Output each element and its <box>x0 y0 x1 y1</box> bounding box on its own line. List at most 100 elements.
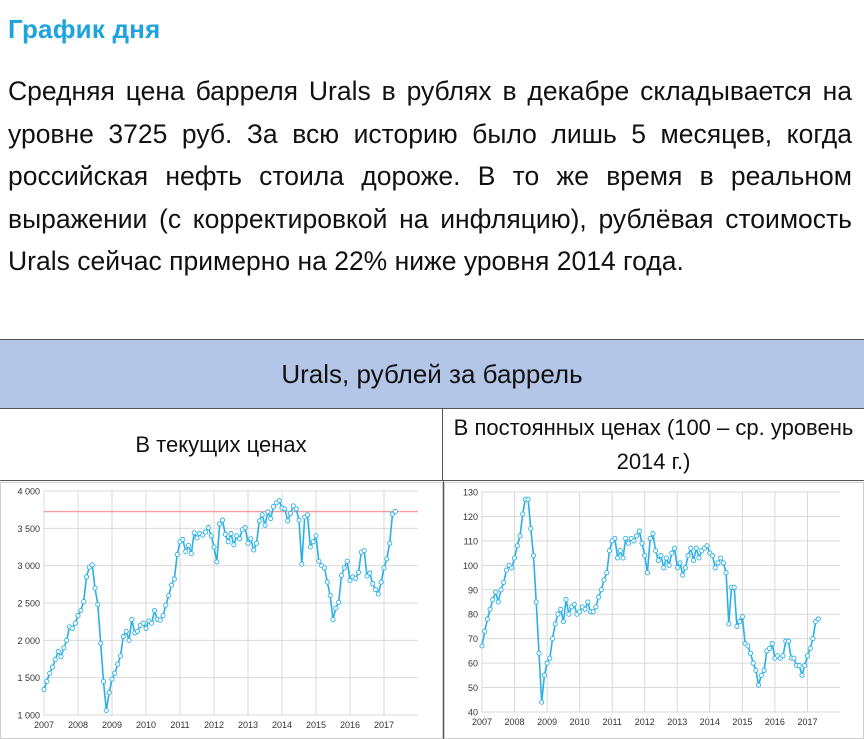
data-point <box>387 540 393 546</box>
data-point <box>495 599 501 605</box>
data-point <box>55 648 61 655</box>
x-tick-label: 2011 <box>603 717 622 727</box>
x-tick-label: 2013 <box>238 720 258 730</box>
data-point <box>780 653 786 659</box>
x-tick-label: 2008 <box>505 717 525 727</box>
x-tick-label: 2014 <box>272 720 292 730</box>
data-point <box>501 579 507 585</box>
x-tick-label: 2013 <box>667 717 687 727</box>
data-point <box>514 543 520 549</box>
data-point <box>723 570 729 576</box>
column-header-constant: В постоянных ценах (100 – ср. уровень 20… <box>443 409 864 481</box>
column-divider <box>443 481 444 739</box>
data-point <box>338 572 345 578</box>
data-point <box>143 625 149 631</box>
data-point <box>658 553 664 559</box>
data-point <box>149 620 155 626</box>
data-point <box>324 579 330 585</box>
data-point <box>168 582 175 588</box>
data-point <box>669 550 675 556</box>
x-tick-label: 2017 <box>374 720 394 730</box>
data-point <box>236 536 243 542</box>
data-point <box>344 558 350 564</box>
data-point <box>511 555 518 561</box>
data-point <box>268 516 274 522</box>
data-point <box>690 557 697 563</box>
data-point <box>262 522 268 528</box>
data-point <box>615 555 621 561</box>
y-tick-label: 50 <box>468 683 478 693</box>
data-point <box>89 562 95 568</box>
data-point <box>160 613 166 619</box>
data-point <box>807 645 813 651</box>
data-point <box>140 620 146 626</box>
x-tick-label: 2014 <box>700 717 720 727</box>
data-point <box>544 660 550 666</box>
data-point <box>577 609 583 615</box>
x-tick-label: 2017 <box>797 717 817 727</box>
data-point <box>536 650 542 656</box>
data-point <box>753 667 759 673</box>
data-point <box>151 607 158 614</box>
data-point <box>612 535 618 541</box>
data-point <box>487 606 493 612</box>
data-point <box>655 557 661 563</box>
x-tick-label: 2011 <box>170 720 189 730</box>
data-point <box>747 650 754 656</box>
data-point <box>259 512 265 518</box>
data-point <box>558 606 564 612</box>
data-point <box>647 535 653 541</box>
data-point <box>222 531 228 537</box>
data-point <box>367 570 373 576</box>
data-point <box>183 548 189 555</box>
data-point <box>634 533 640 539</box>
data-point <box>810 636 816 642</box>
data-point <box>49 664 56 670</box>
data-point <box>680 572 686 578</box>
x-tick-label: 2010 <box>136 720 156 730</box>
data-point <box>251 547 257 553</box>
data-point <box>64 637 70 643</box>
data-point <box>601 577 607 583</box>
data-point <box>804 653 811 659</box>
data-point <box>617 548 623 554</box>
data-point <box>211 544 217 550</box>
data-point <box>276 498 282 504</box>
data-point <box>123 628 129 634</box>
data-point <box>112 670 118 676</box>
data-point <box>285 518 291 524</box>
data-point <box>208 533 214 539</box>
data-point <box>631 538 637 544</box>
data-point <box>355 569 362 575</box>
data-point <box>361 548 367 554</box>
data-point <box>479 643 485 649</box>
data-point <box>191 530 197 536</box>
y-tick-label: 90 <box>468 585 478 595</box>
data-point <box>120 634 126 640</box>
data-point <box>330 616 336 622</box>
data-point <box>171 576 177 582</box>
x-tick-label: 2015 <box>732 717 752 727</box>
data-point <box>620 555 626 561</box>
x-tick-label: 2009 <box>102 720 122 730</box>
data-point <box>737 619 743 625</box>
data-point <box>663 555 669 561</box>
data-point <box>661 565 667 571</box>
x-tick-label: 2016 <box>765 717 785 727</box>
data-point <box>163 602 169 608</box>
data-point <box>560 619 566 625</box>
data-point <box>245 540 251 546</box>
data-point <box>650 531 656 537</box>
data-point <box>758 672 764 678</box>
data-point <box>200 532 206 538</box>
data-point <box>372 587 379 593</box>
y-tick-label: 130 <box>463 488 478 498</box>
data-point <box>585 599 591 605</box>
data-point <box>185 542 192 549</box>
data-point <box>731 584 737 590</box>
data-point <box>712 565 718 571</box>
data-point <box>364 573 370 579</box>
column-header-current: В текущих ценах <box>0 409 443 481</box>
data-point <box>78 607 84 614</box>
data-point <box>166 592 172 599</box>
